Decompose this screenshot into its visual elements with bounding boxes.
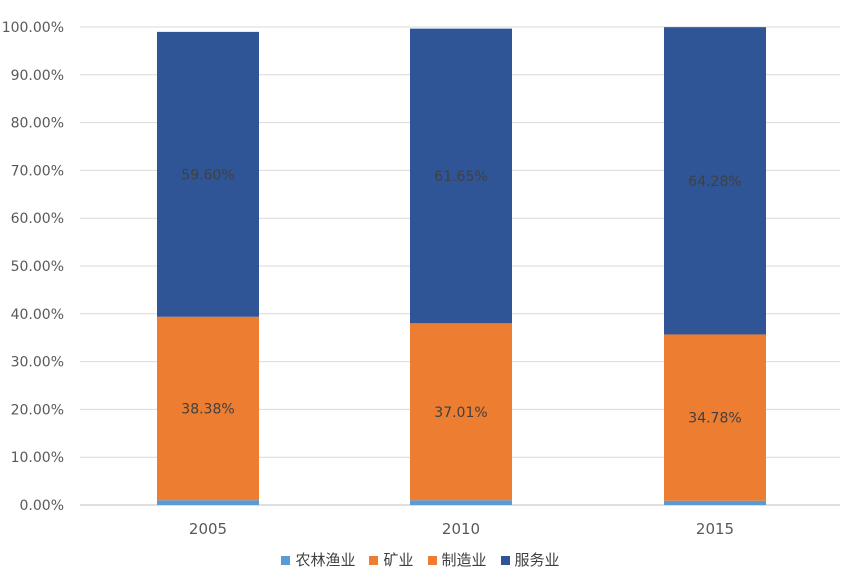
legend-swatch bbox=[427, 556, 437, 565]
data-label: 38.38% bbox=[181, 401, 234, 417]
bar-segment bbox=[157, 31, 259, 317]
y-tick-label: 40.00% bbox=[11, 307, 64, 323]
bar-segment bbox=[410, 323, 512, 501]
y-tick-label: 0.00% bbox=[20, 498, 64, 514]
data-label: 61.65% bbox=[434, 169, 487, 185]
legend-swatch bbox=[369, 556, 379, 565]
bar-segment bbox=[664, 500, 766, 505]
bar-segment bbox=[410, 28, 512, 324]
x-tick-label: 2010 bbox=[442, 520, 480, 538]
y-tick-label: 50.00% bbox=[11, 259, 64, 275]
legend-item: 农林渔业 bbox=[281, 549, 355, 570]
y-tick-label: 80.00% bbox=[11, 116, 64, 132]
bar-segment bbox=[157, 500, 259, 505]
x-tick-label: 2015 bbox=[696, 520, 734, 538]
bar-segment bbox=[664, 334, 766, 501]
y-tick-label: 30.00% bbox=[11, 355, 64, 371]
data-label: 59.60% bbox=[181, 167, 234, 183]
data-label: 34.78% bbox=[688, 411, 741, 427]
bar-segment bbox=[664, 27, 766, 335]
legend-label: 制造业 bbox=[441, 551, 487, 569]
legend-item: 矿业 bbox=[369, 549, 414, 570]
legend-item: 制造业 bbox=[427, 549, 487, 570]
legend-swatch bbox=[281, 556, 291, 565]
legend-label: 农林渔业 bbox=[295, 551, 356, 569]
y-tick-label: 100.00% bbox=[2, 20, 64, 36]
bar-segment bbox=[410, 500, 512, 505]
y-tick-label: 10.00% bbox=[11, 450, 64, 466]
y-tick-label: 90.00% bbox=[11, 68, 64, 84]
legend-label: 服务业 bbox=[514, 551, 560, 569]
stacked-bar-chart: 0.00% 10.00% 20.00% 30.00% 40.00% 50.00% 60.00… bbox=[2, 20, 840, 538]
legend: 农林渔业 矿业 制造业 服务业 bbox=[0, 549, 841, 570]
data-label: 37.01% bbox=[434, 405, 487, 421]
legend-swatch bbox=[500, 556, 510, 565]
y-tick-label: 60.00% bbox=[11, 211, 64, 227]
x-tick-label: 2005 bbox=[189, 520, 227, 538]
y-tick-label: 70.00% bbox=[11, 163, 64, 179]
legend-label: 矿业 bbox=[383, 551, 414, 569]
bar-segment bbox=[157, 316, 259, 501]
y-tick-label: 20.00% bbox=[11, 402, 64, 418]
data-label: 64.28% bbox=[688, 174, 741, 190]
legend-item: 服务业 bbox=[500, 549, 560, 570]
